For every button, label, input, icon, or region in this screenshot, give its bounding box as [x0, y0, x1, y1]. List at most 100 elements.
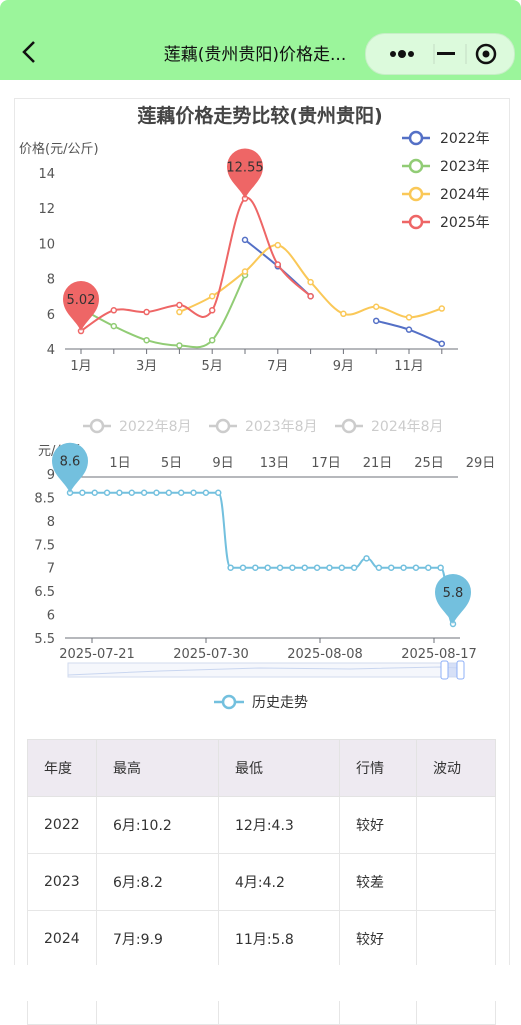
data-point — [176, 308, 183, 316]
data-point — [110, 307, 118, 314]
data-point — [264, 564, 271, 571]
header-min: 最低 — [218, 739, 340, 797]
legend-label: 2025年 — [440, 215, 490, 231]
x-tick-label: 2025-07-21 — [59, 647, 135, 662]
data-point — [289, 564, 296, 571]
data-point — [276, 564, 284, 571]
cell-year: 2024 — [27, 910, 97, 968]
marker-pin — [52, 442, 88, 493]
marker-label: 12.55 — [226, 161, 263, 176]
legend-marker — [215, 418, 231, 434]
legend-label: 2022年 — [440, 131, 490, 147]
data-point — [128, 489, 136, 496]
y-tick-label: 6 — [47, 609, 55, 624]
data-point — [301, 564, 308, 571]
table-row: 2022 6月:10.2 12月:4.3 较好 — [27, 796, 496, 854]
x-tick-label: 9日 — [212, 456, 233, 471]
data-point — [165, 489, 173, 496]
data-point — [438, 305, 446, 312]
x-tick-label: 2025-07-30 — [173, 647, 249, 662]
data-point — [252, 564, 259, 571]
x-tick-label: 13日 — [260, 456, 290, 471]
data-point — [340, 310, 347, 318]
x-tick-label: 29日 — [466, 456, 496, 471]
data-point — [116, 489, 123, 496]
legend-label: 2024年 — [440, 187, 490, 203]
x-tick-label: 1日 — [109, 456, 130, 471]
data-point — [375, 564, 383, 571]
y-tick-label: 6 — [47, 308, 55, 323]
close-target-icon[interactable] — [475, 43, 497, 65]
y-tick-label: 5.5 — [34, 632, 55, 647]
legend-marker — [221, 694, 237, 710]
chart-title: 莲藕价格走势比较(贵州贵阳) — [137, 104, 382, 127]
y-tick-label: 7.5 — [34, 538, 55, 553]
cell-min: 11月:5.8 — [218, 910, 340, 968]
data-point — [241, 268, 249, 275]
data-point — [239, 564, 247, 571]
data-point — [438, 340, 446, 347]
legend-marker — [408, 186, 424, 202]
zoom-slider[interactable] — [67, 660, 465, 680]
x-tick-label: 9月 — [333, 359, 354, 374]
x-tick-label: 11月 — [394, 359, 424, 374]
table-header-row: 年度 最高 最低 行情 波动 — [27, 739, 496, 797]
marker-pin — [435, 573, 471, 624]
x-tick-label: 2025-08-08 — [287, 647, 363, 662]
legend-marker — [341, 418, 357, 434]
data-point — [208, 292, 216, 300]
data-point — [274, 261, 282, 268]
data-point — [190, 489, 197, 496]
more-icon[interactable] — [390, 50, 414, 58]
navigation-bar: 莲藕(贵州贵阳)价格走... — [0, 0, 521, 80]
zoom-slider-handle[interactable] — [456, 660, 465, 680]
x-tick-label: 7月 — [267, 359, 288, 374]
data-point — [103, 489, 111, 496]
data-point — [274, 241, 282, 249]
data-point — [326, 564, 333, 571]
cell-min: 4月:4.2 — [218, 853, 340, 911]
page-title: 莲藕(贵州贵阳)价格走... — [163, 45, 347, 65]
legend-marker — [408, 158, 424, 174]
data-point — [405, 326, 413, 333]
y-tick-label: 10 — [38, 237, 55, 252]
legend-label: 2024年8月 — [371, 419, 444, 435]
cell-year: 2022 — [27, 796, 97, 854]
cell-min: 12月:4.3 — [218, 796, 340, 854]
table-row: 2024 7月:9.9 11月:5.8 较好 — [27, 910, 496, 968]
data-point — [372, 303, 380, 311]
data-point — [153, 489, 160, 496]
data-point — [177, 489, 185, 496]
legend-label: 2022年8月 — [119, 419, 192, 435]
data-point — [363, 555, 370, 562]
data-point — [208, 336, 216, 344]
history-trend-chart: 5.5 6 6.5 7 7.5 8 8.5 9 2025-07-21 2025-07-30 2025… — [34, 442, 477, 711]
data-point — [350, 564, 358, 571]
data-point — [241, 236, 249, 244]
data-point — [176, 301, 183, 309]
max-min-marker: 5.8 — [435, 573, 471, 624]
data-point — [338, 564, 346, 571]
legend-label: 历史走势 — [252, 695, 308, 711]
data-point — [313, 564, 321, 571]
data-point — [437, 564, 444, 571]
minimize-icon[interactable] — [437, 52, 455, 55]
back-arrow-icon[interactable] — [14, 34, 44, 70]
cell-max: 6月:8.2 — [96, 853, 219, 911]
max-min-marker: 8.6 — [52, 442, 88, 493]
data-point — [425, 564, 432, 571]
y-tick-label: 8 — [47, 515, 55, 530]
yearly-price-comparison-chart: 莲藕价格走势比较(贵州贵阳) 价格(元/公斤) 4 6 8 10 12 14 1月 3月 5月 7月 9… — [19, 104, 490, 374]
legend-marker — [408, 214, 424, 230]
x-tick-label: 3月 — [136, 359, 157, 374]
marker-pin — [227, 148, 263, 199]
data-point — [307, 292, 314, 300]
zoom-slider-handle[interactable] — [440, 660, 449, 680]
data-point — [79, 489, 86, 496]
data-point — [412, 564, 420, 571]
data-point — [372, 317, 380, 325]
marker-label: 5.8 — [443, 586, 464, 601]
y-tick-label: 14 — [38, 167, 55, 182]
y-tick-label: 8 — [47, 273, 55, 288]
history-trend-line — [70, 491, 454, 625]
